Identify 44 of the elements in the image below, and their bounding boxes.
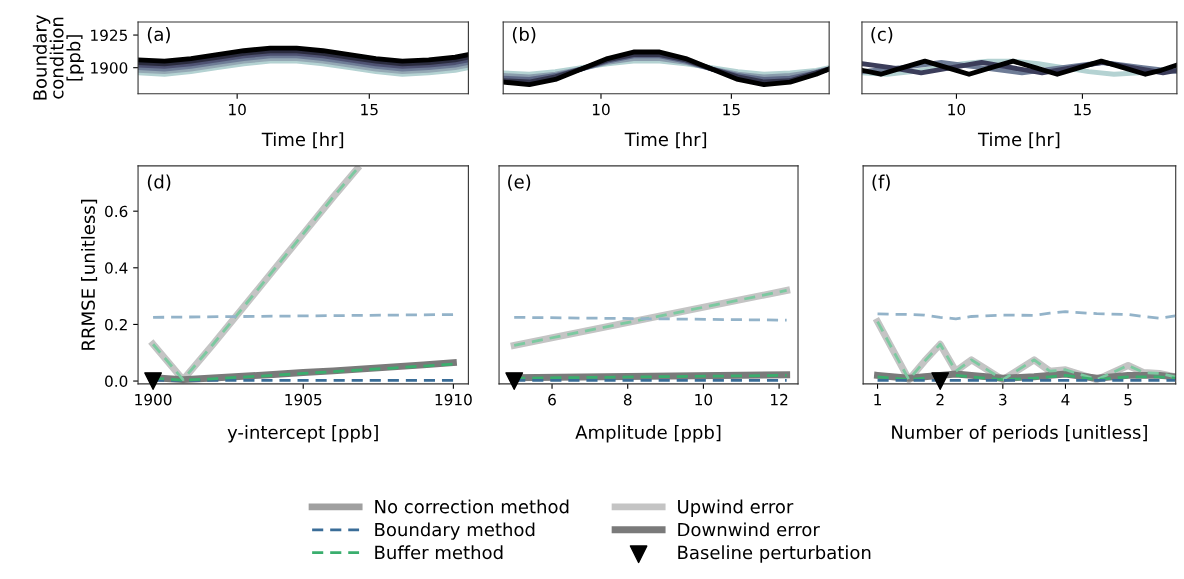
x-tick-label: 10 (592, 103, 610, 116)
y-tick-label: 0.4 (105, 262, 128, 274)
x-tick-label: 6 (548, 393, 556, 406)
annotation: (c) (871, 27, 893, 44)
x-axis-title: Amplitude [ppb] (575, 425, 721, 443)
x-tick-label: 10 (229, 103, 246, 116)
x-tick-label: 4 (1061, 394, 1070, 406)
legend-label: Upwind error (678, 499, 794, 517)
annotation: (b) (512, 27, 536, 44)
y-tick-label: 0.2 (105, 318, 127, 331)
x-axis-title: Number of periods [unitless] (892, 425, 1147, 443)
x-tick-label: 1900 (135, 393, 172, 406)
x-tick-label: 15 (361, 103, 378, 116)
x-tick-label: 3 (999, 393, 1007, 406)
legend-label: Boundary method (375, 522, 535, 540)
annotation: (a) (147, 27, 170, 44)
x-tick-label: 5 (1124, 394, 1132, 406)
legend-label: Downwind error (678, 522, 820, 537)
x-tick-label: 1905 (285, 393, 322, 406)
x-tick-label: 2 (936, 393, 944, 406)
x-tick-label: 1 (874, 394, 881, 406)
y-axis-title: RRMSE [unitless] (81, 199, 98, 350)
legend-label: Baseline perturbation (678, 545, 871, 563)
x-tick-label: 15 (723, 103, 740, 116)
x-axis-title: Time [hr] (624, 132, 707, 149)
annotation: (e) (508, 174, 531, 191)
legend-label: No correction method (375, 499, 569, 514)
x-tick-label: 1910 (435, 393, 472, 406)
x-tick-label: 15 (1074, 103, 1091, 116)
annotation: (d) (147, 174, 171, 191)
x-tick-label: 10 (695, 393, 713, 406)
x-axis-title: y-intercept [ppb] (227, 425, 378, 443)
x-tick-label: 12 (771, 393, 788, 406)
y-axis-title: Boundary condition [ppb] (32, 14, 84, 100)
x-tick-label: 8 (623, 393, 632, 406)
legend-label: Buffer method (375, 545, 503, 560)
y-tick-label: 1925 (91, 29, 127, 42)
annotation: (f) (872, 174, 890, 191)
x-axis-title: Time [hr] (261, 132, 344, 149)
x-axis-title: Time [hr] (977, 132, 1060, 149)
y-tick-label: 1900 (91, 62, 128, 74)
y-tick-label: 0.0 (105, 375, 128, 388)
y-tick-label: 0.6 (105, 205, 128, 218)
x-tick-label: 10 (948, 103, 966, 116)
